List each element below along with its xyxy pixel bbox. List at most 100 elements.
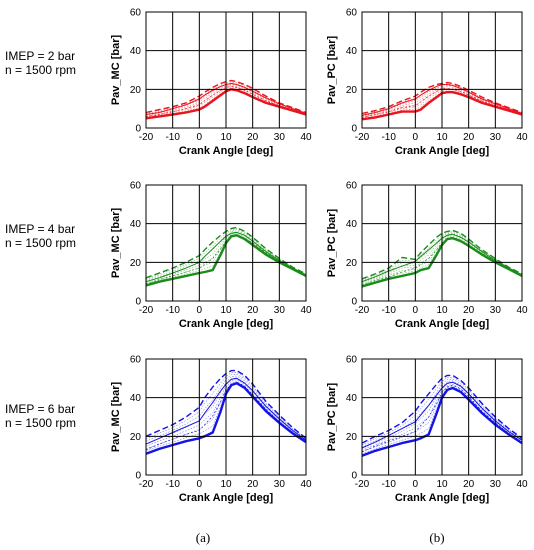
y-tick-label: 0 bbox=[351, 124, 357, 135]
x-tick-label: 40 bbox=[516, 479, 528, 490]
x-tick-label: -10 bbox=[165, 479, 180, 490]
x-tick-label: 0 bbox=[197, 305, 203, 316]
cycle-curve-fine bbox=[145, 373, 307, 442]
y-tick-label: 20 bbox=[130, 432, 142, 443]
cycle-curve-fine bbox=[145, 379, 307, 450]
y-axis-label: Pav_MC [bar] bbox=[110, 208, 122, 279]
x-tick-label: 40 bbox=[300, 132, 312, 143]
chart-panel-imep6-pc: -20 -10 0 10 20 30 40 0 20 40 60 Crank Angle [deg] P… bbox=[326, 355, 528, 505]
plot-frame bbox=[361, 11, 523, 129]
x-tick-label: -20 bbox=[355, 305, 370, 316]
y-tick-label: 60 bbox=[346, 355, 358, 366]
cycle-curve-fine bbox=[145, 81, 307, 114]
cycle-curve-fine bbox=[361, 83, 523, 115]
cycle-curve-fine bbox=[361, 86, 523, 117]
x-tick-label: 40 bbox=[516, 305, 528, 316]
column-label-a: (a) bbox=[196, 530, 210, 545]
y-tick-label: 60 bbox=[346, 181, 358, 192]
x-tick-label: -10 bbox=[165, 305, 180, 316]
x-tick-label: 30 bbox=[274, 132, 286, 143]
cycle-curve-fine bbox=[145, 82, 307, 115]
x-tick-label: 30 bbox=[490, 479, 502, 490]
plot-frame bbox=[145, 184, 307, 302]
x-tick-label: -20 bbox=[355, 479, 370, 490]
row-label-1-speed: n = 1500 rpm bbox=[5, 63, 76, 77]
x-tick-label: 10 bbox=[220, 132, 232, 143]
y-tick-label: 60 bbox=[130, 8, 142, 19]
column-label-b: (b) bbox=[429, 530, 444, 545]
y-axis-label: Pav_MC [bar] bbox=[110, 382, 122, 453]
chart-panel-imep4-pc: -20 -10 0 10 20 30 40 0 20 40 60 Crank Angle [deg] P… bbox=[326, 181, 528, 331]
y-tick-label: 0 bbox=[351, 297, 357, 308]
y-tick-label: 40 bbox=[346, 393, 358, 404]
x-tick-label: 0 bbox=[197, 132, 203, 143]
x-tick-label: 40 bbox=[516, 132, 528, 143]
x-tick-label: 20 bbox=[463, 479, 475, 490]
cycle-curve-fine bbox=[361, 87, 523, 118]
row-label-2-speed: n = 1500 rpm bbox=[5, 236, 76, 250]
x-tick-label: 0 bbox=[413, 132, 419, 143]
y-tick-label: 20 bbox=[346, 85, 358, 96]
x-axis-label: Crank Angle [deg] bbox=[395, 318, 490, 330]
x-tick-label: 30 bbox=[490, 132, 502, 143]
y-axis-label: Pav_PC [bar] bbox=[326, 208, 338, 277]
y-tick-label: 20 bbox=[130, 258, 142, 269]
y-tick-label: 40 bbox=[130, 219, 142, 230]
y-tick-label: 20 bbox=[346, 432, 358, 443]
row-label-3-speed: n = 1500 rpm bbox=[5, 416, 76, 430]
row-label-2: IMEP = 4 bar n = 1500 rpm bbox=[5, 222, 76, 250]
y-tick-label: 0 bbox=[351, 471, 357, 482]
y-tick-label: 40 bbox=[130, 46, 142, 57]
chart-panel-imep6-mc: -20 -10 0 10 20 30 40 0 20 40 60 Crank Angle [deg] P… bbox=[110, 355, 312, 505]
x-tick-label: -20 bbox=[139, 132, 154, 143]
cycle-curve-fine bbox=[145, 86, 307, 117]
x-tick-label: 40 bbox=[300, 479, 312, 490]
x-tick-label: 20 bbox=[463, 305, 475, 316]
x-tick-label: -20 bbox=[139, 479, 154, 490]
x-tick-label: 10 bbox=[436, 132, 448, 143]
y-tick-label: 60 bbox=[346, 8, 358, 19]
x-tick-label: 10 bbox=[220, 479, 232, 490]
cycle-curve-fine bbox=[361, 384, 523, 453]
row-label-1-imep: IMEP = 2 bar bbox=[5, 49, 75, 63]
x-tick-label: -10 bbox=[381, 305, 396, 316]
row-label-3: IMEP = 6 bar n = 1500 rpm bbox=[5, 402, 76, 430]
y-tick-label: 40 bbox=[346, 46, 358, 57]
row-label-2-imep: IMEP = 4 bar bbox=[5, 222, 75, 236]
pressure-curve-series-4 bbox=[145, 86, 307, 117]
x-tick-label: 10 bbox=[436, 305, 448, 316]
x-tick-label: 30 bbox=[274, 479, 286, 490]
x-tick-label: -10 bbox=[381, 479, 396, 490]
x-axis-label: Crank Angle [deg] bbox=[179, 145, 274, 157]
row-label-1: IMEP = 2 bar n = 1500 rpm bbox=[5, 49, 76, 77]
y-tick-label: 60 bbox=[130, 181, 142, 192]
cycle-curve-fine bbox=[361, 376, 523, 446]
cycle-curve-fine bbox=[361, 232, 523, 282]
x-tick-label: 20 bbox=[247, 132, 259, 143]
y-tick-label: 40 bbox=[346, 219, 358, 230]
chart-panel-imep4-mc: -20 -10 0 10 20 30 40 0 20 40 60 Crank Angle [deg] P… bbox=[110, 181, 312, 331]
cycle-curve-fine bbox=[145, 87, 307, 118]
pressure-curve-series-3 bbox=[361, 229, 523, 280]
y-axis-label: Pav_PC [bar] bbox=[326, 35, 338, 104]
plot-frame bbox=[145, 11, 307, 129]
plot-frame bbox=[145, 358, 307, 476]
x-tick-label: 0 bbox=[413, 479, 419, 490]
x-tick-label: 40 bbox=[300, 305, 312, 316]
cycle-curve-fine bbox=[145, 84, 307, 116]
chart-panel-imep2-mc: -20 -10 0 10 20 30 40 0 20 40 60 Crank Angle [deg] P… bbox=[110, 8, 312, 158]
x-tick-label: 0 bbox=[197, 479, 203, 490]
y-tick-label: 40 bbox=[130, 393, 142, 404]
x-tick-label: 20 bbox=[463, 132, 475, 143]
x-axis-label: Crank Angle [deg] bbox=[179, 492, 274, 504]
y-tick-label: 0 bbox=[135, 124, 141, 135]
y-tick-label: 20 bbox=[346, 258, 358, 269]
plot-frame bbox=[361, 184, 523, 302]
x-tick-label: -10 bbox=[381, 132, 396, 143]
x-axis-label: Crank Angle [deg] bbox=[395, 492, 490, 504]
y-axis-label: Pav_PC [bar] bbox=[326, 382, 338, 451]
x-tick-label: 20 bbox=[247, 479, 259, 490]
x-axis-label: Crank Angle [deg] bbox=[395, 145, 490, 157]
cycle-curve-fine bbox=[145, 231, 307, 283]
x-tick-label: 10 bbox=[436, 479, 448, 490]
